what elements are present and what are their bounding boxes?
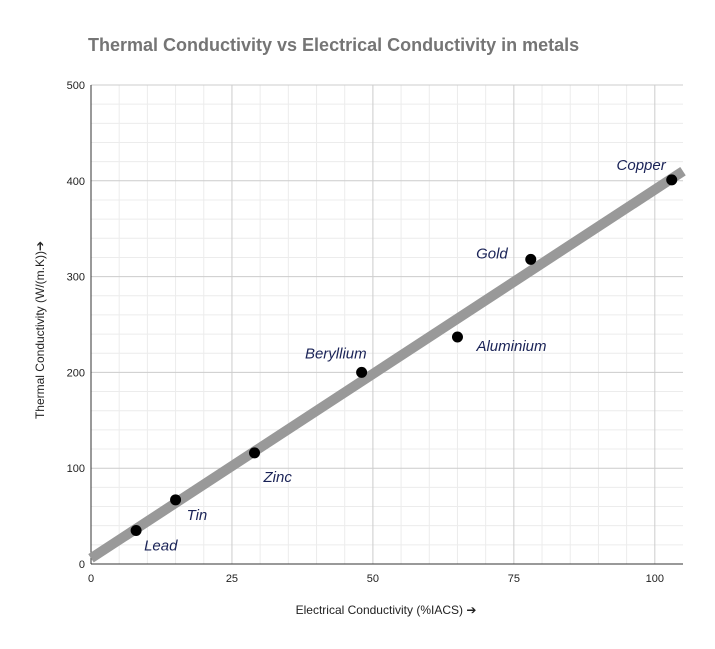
- y-tick-label: 200: [67, 367, 85, 379]
- grid: [91, 84, 683, 564]
- point-labels: Lead Tin Zinc Beryllium Aluminium Gold Copper: [144, 157, 667, 555]
- trendline-group: [88, 167, 686, 563]
- data-point-copper: [666, 174, 678, 186]
- x-tick-label: 0: [88, 573, 94, 585]
- data-point-tin: [170, 494, 182, 506]
- point-label-tin: Tin: [187, 507, 208, 524]
- point-label-gold: Gold: [476, 245, 508, 262]
- point-label-zinc: Zinc: [263, 469, 293, 486]
- data-point-aluminium: [451, 331, 463, 343]
- chart-title: Thermal Conductivity vs Electrical Condu…: [88, 35, 579, 55]
- data-point-gold: [525, 253, 537, 265]
- axes: 0 25 50 75 100 0 100 200 300 400 500: [67, 80, 683, 585]
- x-axis-label: Electrical Conductivity (%IACS) ➔: [296, 603, 477, 617]
- y-axis-label: Thermal Conductivity (W/(m.K))➔: [33, 241, 47, 419]
- x-tick-label: 100: [646, 573, 664, 585]
- data-point-zinc: [249, 447, 261, 459]
- data-point-lead: [130, 524, 142, 536]
- y-tick-label: 100: [67, 463, 85, 475]
- point-label-beryllium: Beryllium: [305, 345, 367, 362]
- y-tick-label: 400: [67, 176, 85, 188]
- point-label-lead: Lead: [144, 537, 178, 554]
- data-point-beryllium: [356, 366, 368, 378]
- point-label-copper: Copper: [617, 157, 667, 174]
- y-tick-label: 500: [67, 80, 85, 92]
- x-tick-label: 50: [367, 573, 379, 585]
- x-tick-label: 75: [508, 573, 520, 585]
- y-tick-label: 300: [67, 272, 85, 284]
- y-tick-label: 0: [79, 559, 85, 571]
- trendline: [88, 167, 686, 563]
- x-tick-label: 25: [226, 573, 238, 585]
- data-points: [130, 174, 678, 536]
- point-label-aluminium: Aluminium: [475, 338, 546, 355]
